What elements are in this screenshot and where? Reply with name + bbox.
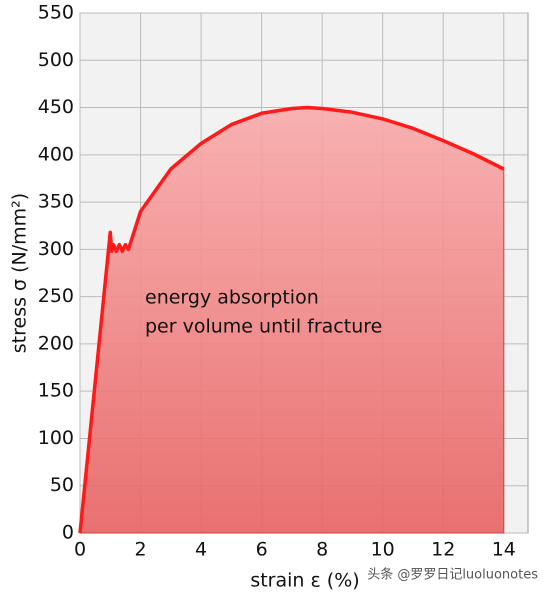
y-tick-label: 450 (38, 96, 74, 118)
y-axis-label: stress σ (N/mm²) (9, 193, 31, 353)
y-tick-label: 50 (50, 474, 74, 496)
x-tick-label: 4 (195, 539, 207, 561)
y-tick-label: 400 (38, 143, 74, 165)
y-tick-label: 150 (38, 380, 74, 402)
x-tick-label: 2 (134, 539, 146, 561)
x-tick-label: 6 (256, 539, 268, 561)
x-axis-label: strain ε (%) (250, 570, 359, 592)
watermark: 头条 @罗罗日记luoluonotes (367, 567, 538, 583)
y-tick-label: 200 (38, 332, 74, 354)
x-tick-label: 8 (316, 539, 328, 561)
x-tick-label: 12 (431, 539, 455, 561)
y-tick-label: 0 (62, 522, 74, 544)
y-tick-label: 250 (38, 285, 74, 307)
y-tick-label: 300 (38, 238, 74, 260)
x-tick-label: 10 (371, 539, 395, 561)
x-tick-label: 0 (74, 539, 86, 561)
y-tick-label: 500 (38, 49, 74, 71)
line (78, 105, 505, 534)
y-tick-label: 350 (38, 191, 74, 213)
y-tick-label: 550 (38, 2, 74, 24)
y-tick-label: 100 (38, 427, 74, 449)
x-tick-label: 14 (492, 539, 516, 561)
annotation: energy absorption (145, 287, 319, 309)
annotation: per volume until fracture (145, 316, 382, 338)
